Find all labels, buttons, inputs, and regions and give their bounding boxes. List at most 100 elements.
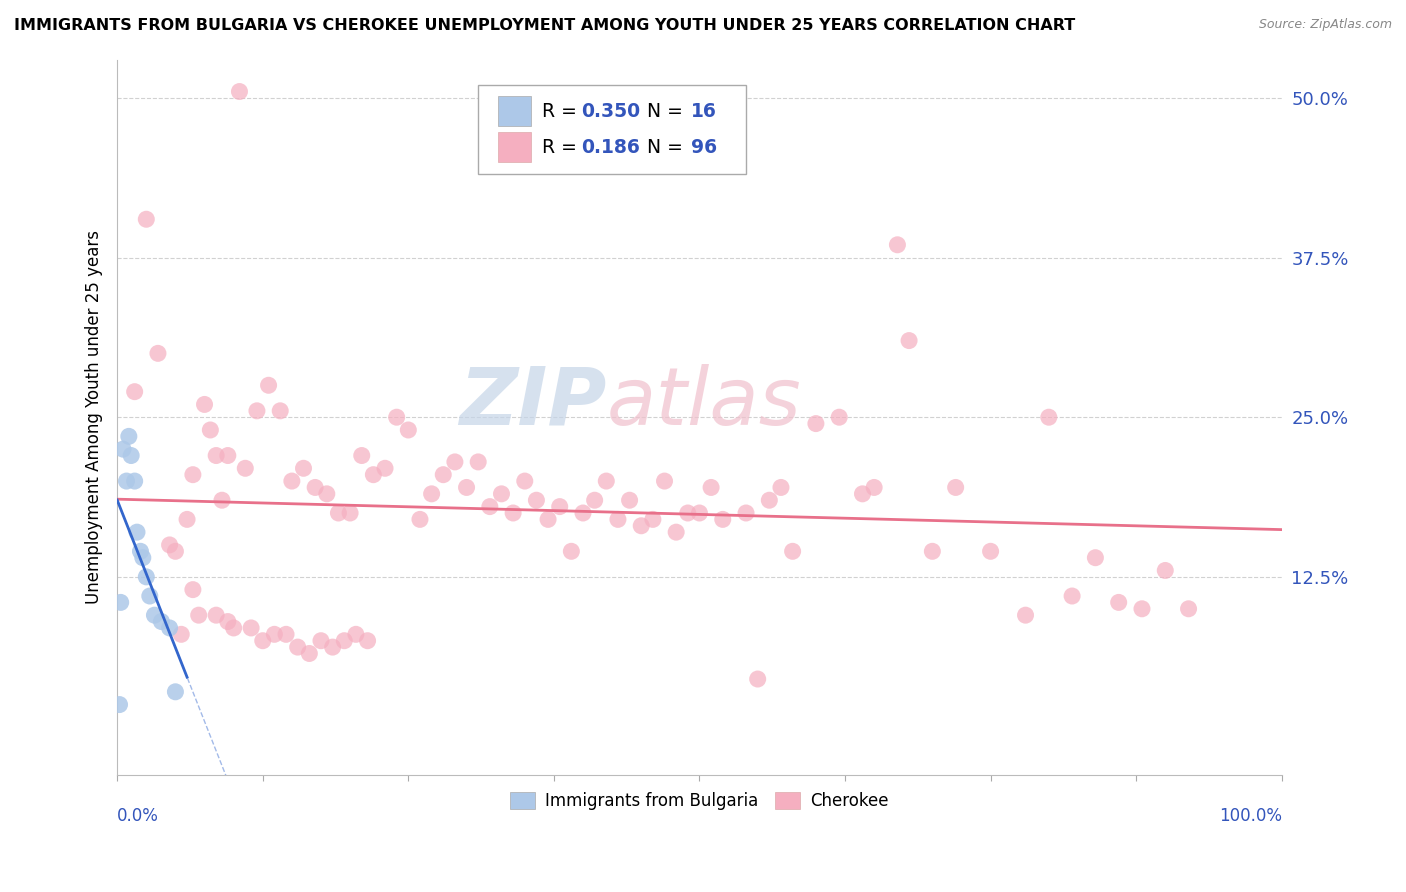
Point <box>619 493 641 508</box>
Point <box>115 474 138 488</box>
Point <box>333 633 356 648</box>
Point <box>205 449 228 463</box>
Point <box>181 582 204 597</box>
Point <box>129 544 152 558</box>
Text: 100.0%: 100.0% <box>1219 806 1282 825</box>
Point <box>139 589 162 603</box>
Point <box>132 550 155 565</box>
Point <box>898 334 921 348</box>
Point <box>252 633 274 648</box>
Point <box>356 633 378 648</box>
Point <box>747 672 769 686</box>
Point <box>456 480 478 494</box>
Text: 96: 96 <box>692 138 717 157</box>
Point <box>560 544 582 558</box>
Point <box>263 627 285 641</box>
Point <box>526 493 548 508</box>
Point <box>143 608 166 623</box>
Text: atlas: atlas <box>606 364 801 442</box>
Point <box>1084 550 1107 565</box>
Point <box>630 518 652 533</box>
Point <box>688 506 710 520</box>
Point <box>1130 601 1153 615</box>
Point <box>292 461 315 475</box>
Point <box>222 621 245 635</box>
Point <box>385 410 408 425</box>
Text: ZIP: ZIP <box>458 364 606 442</box>
Point <box>233 461 256 475</box>
Point <box>572 506 595 520</box>
Legend: Immigrants from Bulgaria, Cherokee: Immigrants from Bulgaria, Cherokee <box>503 785 896 816</box>
Point <box>595 474 617 488</box>
Point <box>374 461 396 475</box>
Point <box>211 493 233 508</box>
Point <box>110 595 132 609</box>
Point <box>111 442 134 457</box>
Point <box>1108 595 1130 609</box>
Point <box>607 512 630 526</box>
Point <box>1154 564 1177 578</box>
Point <box>118 429 141 443</box>
Text: 16: 16 <box>692 102 717 120</box>
Point <box>108 698 131 712</box>
Point <box>328 506 350 520</box>
Point <box>124 384 146 399</box>
Text: Source: ZipAtlas.com: Source: ZipAtlas.com <box>1258 18 1392 31</box>
Point <box>478 500 501 514</box>
Point <box>274 627 297 641</box>
Point <box>502 506 524 520</box>
Text: R =: R = <box>543 102 583 120</box>
Point <box>304 480 326 494</box>
Point <box>1014 608 1036 623</box>
Point <box>125 525 148 540</box>
Point <box>420 487 443 501</box>
Point <box>851 487 873 501</box>
Point <box>676 506 699 520</box>
Point <box>363 467 385 482</box>
FancyBboxPatch shape <box>478 85 747 174</box>
Point <box>228 85 250 99</box>
Point <box>409 512 432 526</box>
Point <box>124 474 146 488</box>
Y-axis label: Unemployment Among Youth under 25 years: Unemployment Among Youth under 25 years <box>86 230 103 604</box>
Point <box>863 480 886 494</box>
Point <box>1038 410 1060 425</box>
Point <box>700 480 723 494</box>
Point <box>322 640 344 654</box>
Point <box>769 480 792 494</box>
Point <box>135 212 157 227</box>
Point <box>980 544 1002 558</box>
Point <box>344 627 367 641</box>
Point <box>298 647 321 661</box>
Point <box>205 608 228 623</box>
Point <box>281 474 304 488</box>
Point <box>165 685 187 699</box>
Point <box>711 512 734 526</box>
Point <box>135 570 157 584</box>
Point <box>146 346 169 360</box>
Point <box>467 455 489 469</box>
Point <box>217 449 239 463</box>
Point <box>165 544 187 558</box>
Text: 0.0%: 0.0% <box>117 806 159 825</box>
Point <box>491 487 513 501</box>
Point <box>1062 589 1084 603</box>
Point <box>583 493 606 508</box>
Point <box>309 633 332 648</box>
Point <box>257 378 280 392</box>
Point <box>150 615 173 629</box>
Point <box>176 512 198 526</box>
Point <box>120 449 142 463</box>
Point <box>315 487 337 501</box>
Text: N =: N = <box>636 138 689 157</box>
Point <box>804 417 827 431</box>
Point <box>396 423 419 437</box>
Point <box>181 467 204 482</box>
Point <box>758 493 780 508</box>
Point <box>246 404 269 418</box>
Point <box>240 621 263 635</box>
Point <box>513 474 536 488</box>
Text: R =: R = <box>543 138 583 157</box>
Point <box>782 544 804 558</box>
Point <box>921 544 943 558</box>
